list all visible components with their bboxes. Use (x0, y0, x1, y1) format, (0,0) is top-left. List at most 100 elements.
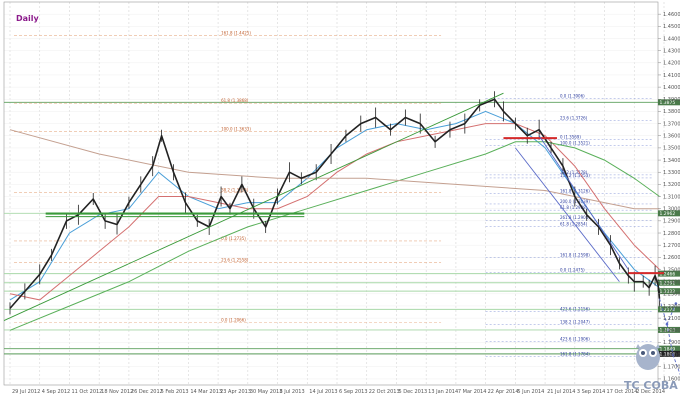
level-badge (658, 270, 680, 277)
uptrend-line (3, 92, 504, 321)
y-tick-label: 1.2100 (663, 316, 680, 322)
level-badge-label: 1.2962 (660, 211, 676, 217)
price-line (9, 98, 661, 309)
x-tick-label: 5 Feb 2013 (161, 389, 189, 395)
fib-label: 23.6 (1.2558) (221, 257, 249, 262)
fib-label: 61.8 (1.2854) (560, 221, 588, 226)
fib-label: 100.0 (1.3521) (560, 140, 590, 145)
x-tick-label: 29 Jul 2012 (12, 389, 40, 395)
level-badge-label: 1.2322 (660, 289, 676, 295)
y-tick-label: 1.2200 (663, 304, 680, 310)
fib-label: 38.2 (1.3278) (560, 170, 588, 175)
x-tick-label: 17 Oct 2014 (607, 389, 638, 395)
fib-label: 0.0 (1.2735) (221, 236, 246, 241)
x-tick-label: 11 Oct 2012 (71, 389, 102, 395)
level-badge (658, 326, 680, 333)
downtrend-channel (538, 135, 629, 270)
level-badge-label: 1.2391 (660, 280, 676, 286)
y-tick-label: 1.4200 (663, 61, 680, 67)
fib-label: 100.0 (1.3633) (221, 127, 251, 132)
y-tick-label: 1.2300 (663, 292, 680, 298)
projection-arrow (666, 303, 677, 325)
moving-average-medium (9, 123, 660, 301)
projection-arrow (666, 324, 674, 355)
x-tick-label: 14 Jul 2013 (309, 389, 337, 395)
y-tick-label: 1.2800 (663, 231, 680, 237)
fib-label: 38.2 (1.3135) (221, 187, 249, 192)
x-tick-label: 5 Dec 2013 (398, 389, 427, 395)
y-tick-label: 1.4500 (663, 24, 680, 30)
fib-label: 161.8 (1.1784) (560, 352, 590, 357)
x-tick-label: 7 Mar 2014 (458, 389, 487, 395)
plot-frame (3, 1, 659, 386)
x-tick-label: 13 Jan 2014 (428, 389, 458, 395)
x-tick-label: 14 Mar 2013 (190, 389, 222, 395)
moving-average-slow (9, 141, 660, 331)
level-badge (658, 350, 680, 357)
x-tick-label: 21 Jul 2014 (547, 389, 575, 395)
fib-label: 261.8 (1.2905) (560, 215, 590, 220)
x-tick-label: 2 Dec 2014 (636, 389, 665, 395)
y-tick-label: 1.3400 (663, 158, 680, 164)
level-badge-label: 1.2466 (660, 271, 676, 277)
y-tick-label: 1.2500 (663, 267, 680, 273)
y-tick-label: 1.2600 (663, 255, 680, 261)
fib-label: 0.0 (1.3906) (560, 94, 585, 99)
fib-label: 138.2 (1.2047) (560, 320, 590, 325)
watermark-logo: TC COBA (624, 344, 678, 392)
x-tick-label: 22 Oct 2013 (369, 389, 400, 395)
x-tick-label: 22 Apr 2014 (488, 389, 519, 395)
x-tick-label: 5 Jun 2014 (517, 389, 544, 395)
fib-label: 0.0 (1.2475) (560, 268, 585, 273)
level-badge-label: 1.2172 (660, 307, 676, 313)
level-badge-label: 1.2003 (660, 328, 676, 334)
level-badge (658, 99, 680, 106)
fib-label: 423.6 (1.1906) (560, 337, 590, 342)
y-tick-label: 1.4300 (663, 48, 680, 54)
fib-label: 23.6 (1.3726) (560, 115, 588, 120)
fib-label: 161.8 (1.4425) (221, 30, 251, 35)
x-tick-label: 4 Sep 2012 (42, 389, 71, 395)
level-badge (658, 288, 680, 295)
y-tick-label: 1.3900 (663, 97, 680, 103)
horizontal-levels: 1.3875 1.2962 1.2466 1.2391 1.2322 1.2172 1.20… (4, 99, 680, 358)
y-tick-label: 1.4100 (663, 73, 680, 79)
moving-average-long (9, 129, 660, 210)
y-tick-label: 1.4600 (663, 12, 680, 18)
y-tick-label: 1.2400 (663, 279, 680, 285)
annotations (3, 92, 680, 376)
projection-arrow-head (674, 302, 678, 305)
y-tick-label: 1.3000 (663, 206, 680, 212)
y-tick-label: 1.2700 (663, 243, 680, 249)
level-badge (658, 306, 680, 313)
y-tick-label: 1.3600 (663, 134, 680, 140)
projection-arrow (659, 298, 668, 325)
timeframe-label: Daily (16, 14, 40, 23)
level-badge-label: 1.1849 (660, 346, 676, 352)
x-tick-label: 18 Nov 2012 (101, 389, 133, 395)
owl-icon (636, 344, 660, 370)
x-tick-label: 26 Dec 2012 (131, 389, 163, 395)
y-tick-label: 1.2000 (663, 328, 680, 334)
grid (3, 1, 665, 386)
fib-label: 61.8 (1.3868) (221, 98, 249, 103)
y-tick-label: 1.1700 (663, 365, 680, 371)
level-badge-label: 1.1806 (660, 352, 676, 358)
y-axis: 1.4600 1.4500 1.4400 1.4300 1.4200 1.4100 1.40… (658, 12, 680, 383)
y-tick-label: 1.3200 (663, 182, 680, 188)
logo-text: TC COBA (624, 379, 678, 392)
x-tick-label: 8 Jul 2013 (280, 389, 305, 395)
y-tick-label: 1.3800 (663, 109, 680, 115)
x-tick-label: 23 Apr 2013 (220, 389, 251, 395)
y-tick-label: 1.3700 (663, 121, 680, 127)
level-badge-label: 1.3875 (660, 100, 676, 106)
y-tick-label: 1.1900 (663, 340, 680, 346)
fib-label: 0.0 (1.2066) (221, 317, 246, 322)
fib-label: 138.2 (1.3253) (560, 173, 590, 178)
y-tick-label: 1.4400 (663, 36, 680, 42)
y-tick-label: 1.1600 (663, 377, 680, 383)
y-tick-label: 1.4000 (663, 85, 680, 91)
